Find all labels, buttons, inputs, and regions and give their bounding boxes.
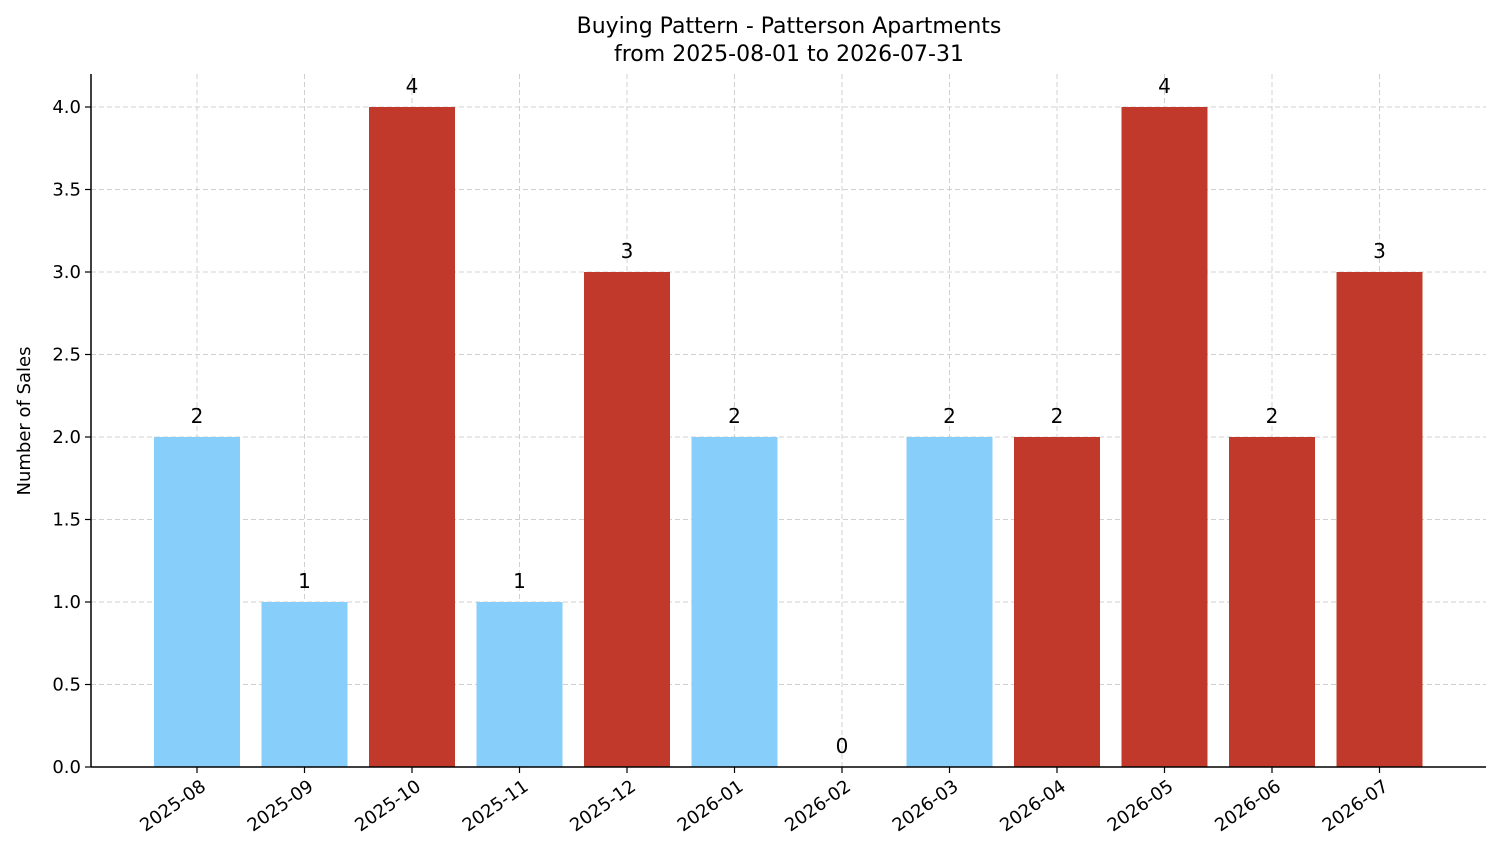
data-label: 0 xyxy=(836,734,849,758)
chart-subtitle: from 2025-08-01 to 2026-07-31 xyxy=(614,42,964,67)
y-tick-label: 0.5 xyxy=(52,675,81,696)
x-tick-label: 2026-07 xyxy=(1319,776,1393,836)
y-tick-label: 2.5 xyxy=(52,345,81,366)
x-tick-label: 2026-05 xyxy=(1104,776,1178,836)
bar-2025-08 xyxy=(154,437,240,767)
y-tick-label: 0.0 xyxy=(52,757,81,778)
y-tick-label: 3.5 xyxy=(52,180,81,201)
bar-2026-04 xyxy=(1014,437,1100,767)
y-tick-label: 1.0 xyxy=(52,592,81,613)
data-label: 2 xyxy=(943,404,956,428)
data-label: 2 xyxy=(191,404,204,428)
data-label: 1 xyxy=(298,569,311,593)
bars-layer xyxy=(154,107,1423,767)
bar-2026-07 xyxy=(1336,272,1423,767)
data-label: 3 xyxy=(621,239,634,263)
x-tick-label: 2025-08 xyxy=(136,776,210,836)
data-label: 1 xyxy=(513,569,526,593)
data-label: 2 xyxy=(1051,404,1064,428)
bar-2026-05 xyxy=(1121,107,1208,767)
data-label: 2 xyxy=(728,404,741,428)
x-tick-label: 2026-04 xyxy=(996,776,1070,836)
bar-2025-12 xyxy=(584,272,670,767)
data-label: 3 xyxy=(1373,239,1386,263)
data-label: 4 xyxy=(406,74,419,98)
bar-2026-03 xyxy=(906,437,993,767)
x-tick-label: 2025-11 xyxy=(459,776,533,836)
bar-2025-10 xyxy=(369,107,455,767)
y-tick-label: 4.0 xyxy=(52,97,81,118)
x-tick-label: 2026-01 xyxy=(674,776,748,836)
bar-2025-11 xyxy=(476,602,563,767)
x-tick-label: 2025-09 xyxy=(244,776,318,836)
y-tick-label: 3.0 xyxy=(52,262,81,283)
bar-2026-06 xyxy=(1229,437,1315,767)
y-tick-label: 1.5 xyxy=(52,510,81,531)
x-tick-label: 2026-02 xyxy=(781,776,855,836)
bar-2025-09 xyxy=(261,602,348,767)
x-tick-label: 2025-10 xyxy=(351,776,425,836)
x-tick-label: 2026-06 xyxy=(1211,776,1285,836)
data-label: 2 xyxy=(1266,404,1279,428)
y-axis-label: Number of Sales xyxy=(14,346,35,495)
chart-title: Buying Pattern - Patterson Apartments xyxy=(577,14,1002,39)
x-tick-label: 2025-12 xyxy=(566,776,640,836)
x-tick-label: 2026-03 xyxy=(889,776,963,836)
bar-2026-01 xyxy=(691,437,778,767)
data-label: 4 xyxy=(1158,74,1171,98)
y-tick-label: 2.0 xyxy=(52,427,81,448)
data-labels-layer: 2 1 4 1 3 2 0 2 2 4 2 3 xyxy=(191,74,1386,758)
